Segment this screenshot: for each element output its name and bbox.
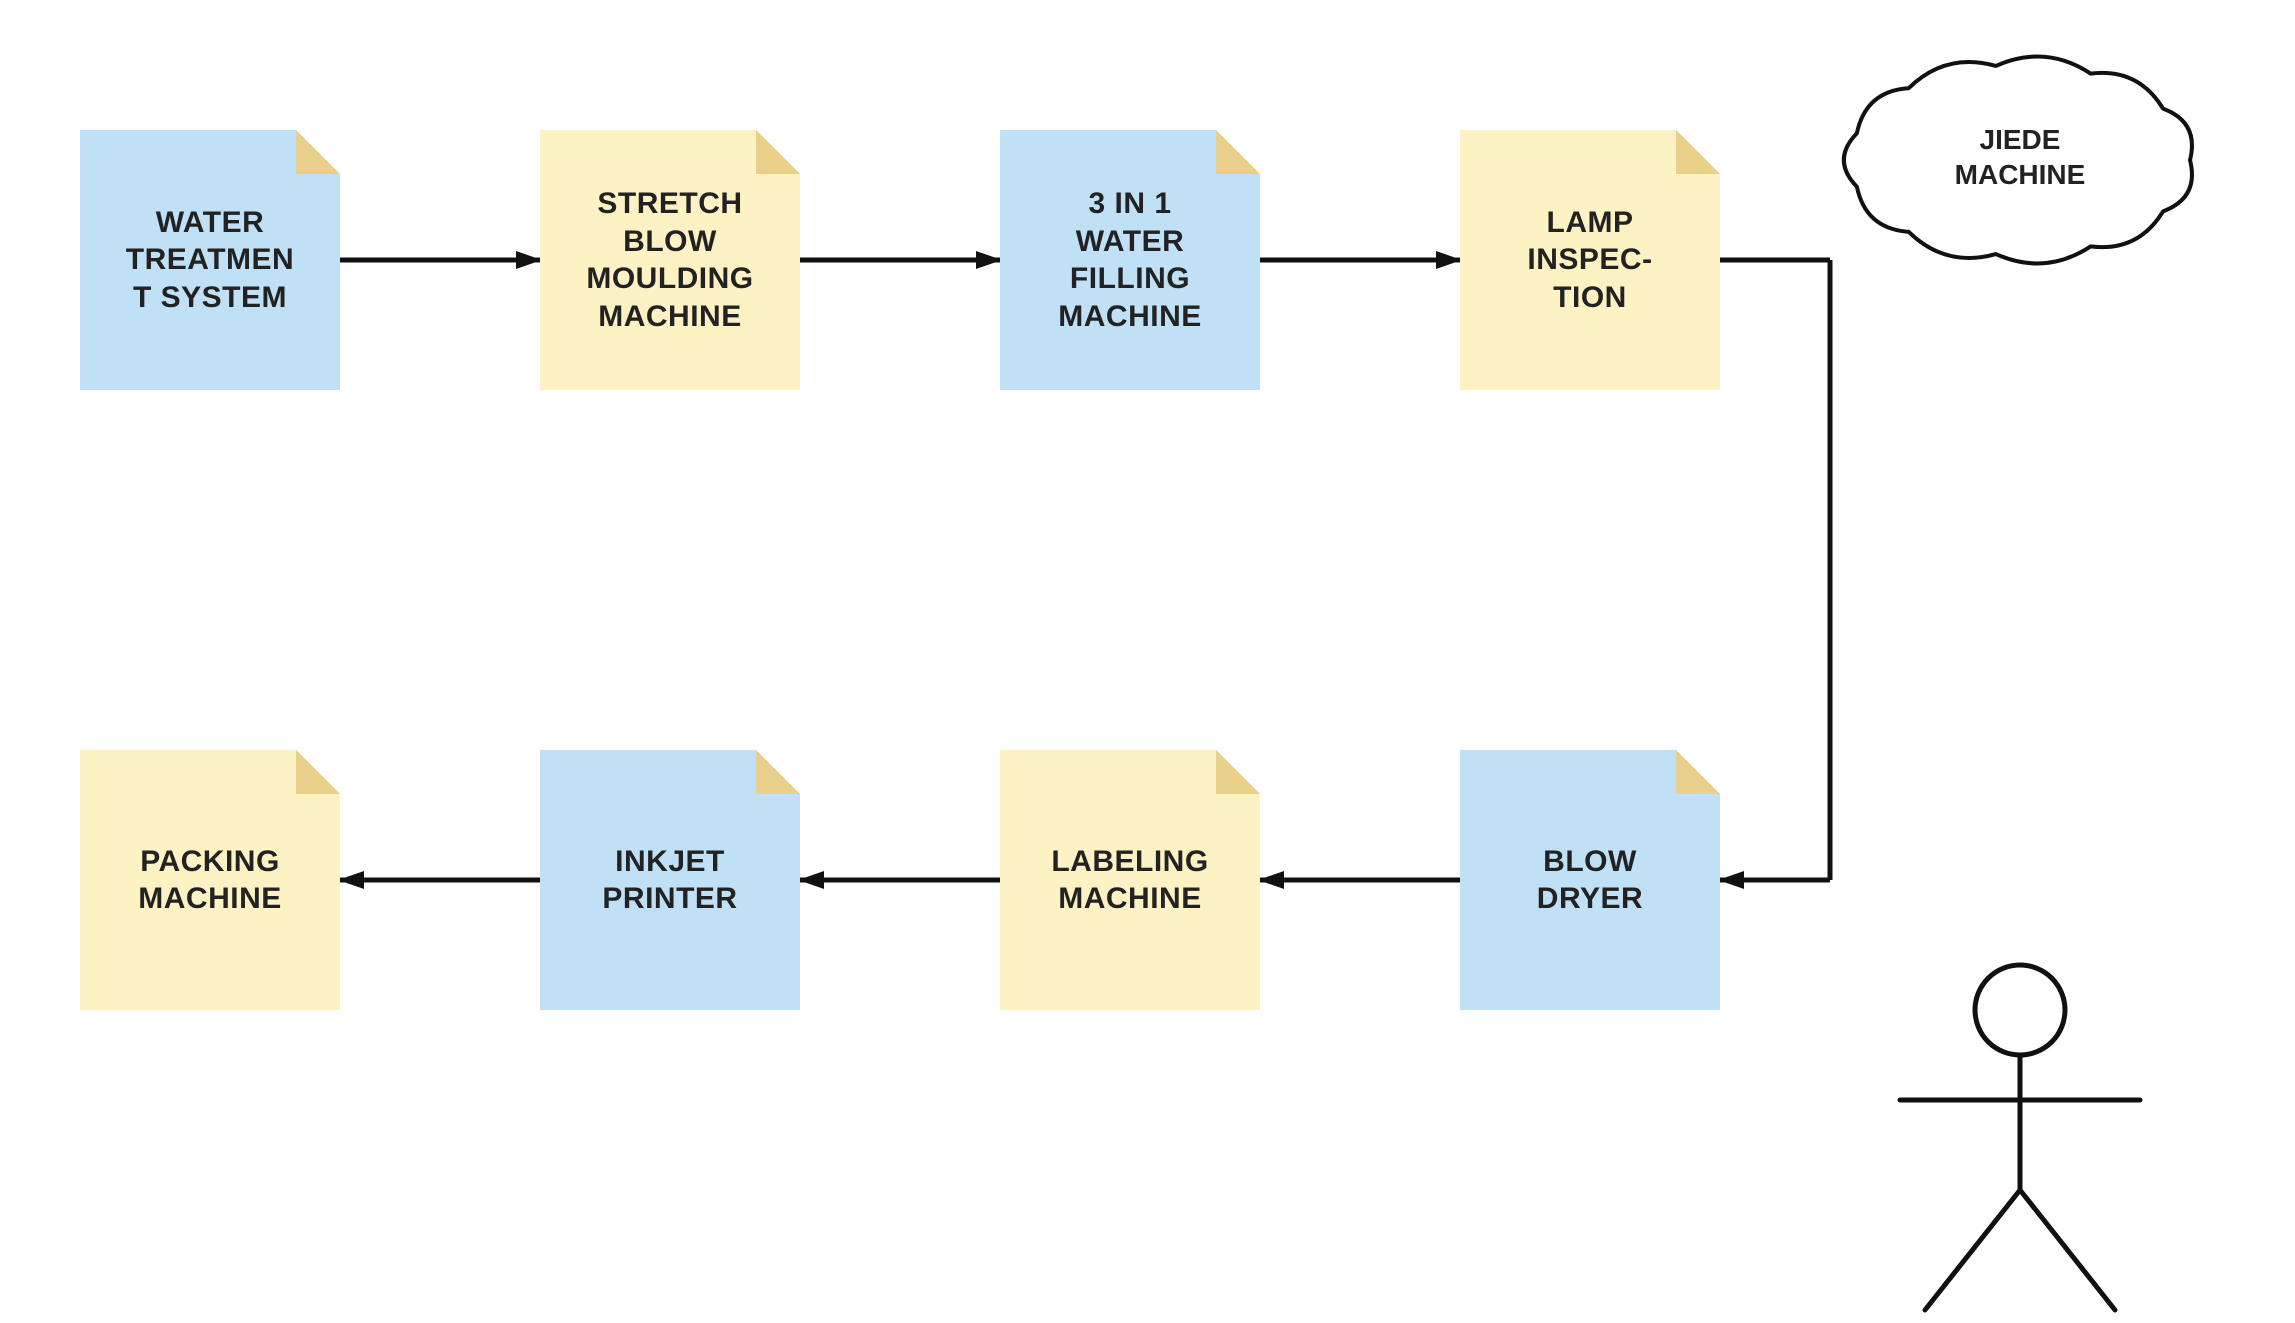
sticky-note-n7: INKJET PRINTER — [540, 750, 800, 1010]
note-label: WATER TREATMEN T SYSTEM — [126, 204, 294, 317]
flowchart-canvas: JIEDE MACHINE WATER TREATMEN T SYSTEM STR… — [0, 0, 2295, 1323]
note-fold-shadow-icon — [1676, 750, 1720, 794]
note-label: STRETCH BLOW MOULDING MACHINE — [586, 185, 753, 335]
sticky-note-n4: LAMP INSPEC- TION — [1460, 130, 1720, 390]
sticky-note-n1: WATER TREATMEN T SYSTEM — [80, 130, 340, 390]
sticky-note-n5: BLOW DRYER — [1460, 750, 1720, 1010]
cloud-label: JIEDE MACHINE — [1910, 122, 2130, 192]
note-fold-shadow-icon — [756, 130, 800, 174]
note-label: 3 IN 1 WATER FILLING MACHINE — [1058, 185, 1202, 335]
note-fold-shadow-icon — [1216, 130, 1260, 174]
sticky-note-n2: STRETCH BLOW MOULDING MACHINE — [540, 130, 800, 390]
note-fold-shadow-icon — [296, 130, 340, 174]
note-label: LAMP INSPEC- TION — [1527, 204, 1652, 317]
note-label: PACKING MACHINE — [138, 843, 282, 918]
note-fold-shadow-icon — [296, 750, 340, 794]
note-label: BLOW DRYER — [1537, 843, 1643, 918]
stick-figure-icon — [1900, 965, 2140, 1310]
note-fold-shadow-icon — [1216, 750, 1260, 794]
note-label: LABELING MACHINE — [1051, 843, 1208, 918]
note-fold-shadow-icon — [1676, 130, 1720, 174]
sticky-note-n6: LABELING MACHINE — [1000, 750, 1260, 1010]
note-label: INKJET PRINTER — [602, 843, 737, 918]
sticky-note-n8: PACKING MACHINE — [80, 750, 340, 1010]
note-fold-shadow-icon — [756, 750, 800, 794]
sticky-note-n3: 3 IN 1 WATER FILLING MACHINE — [1000, 130, 1260, 390]
